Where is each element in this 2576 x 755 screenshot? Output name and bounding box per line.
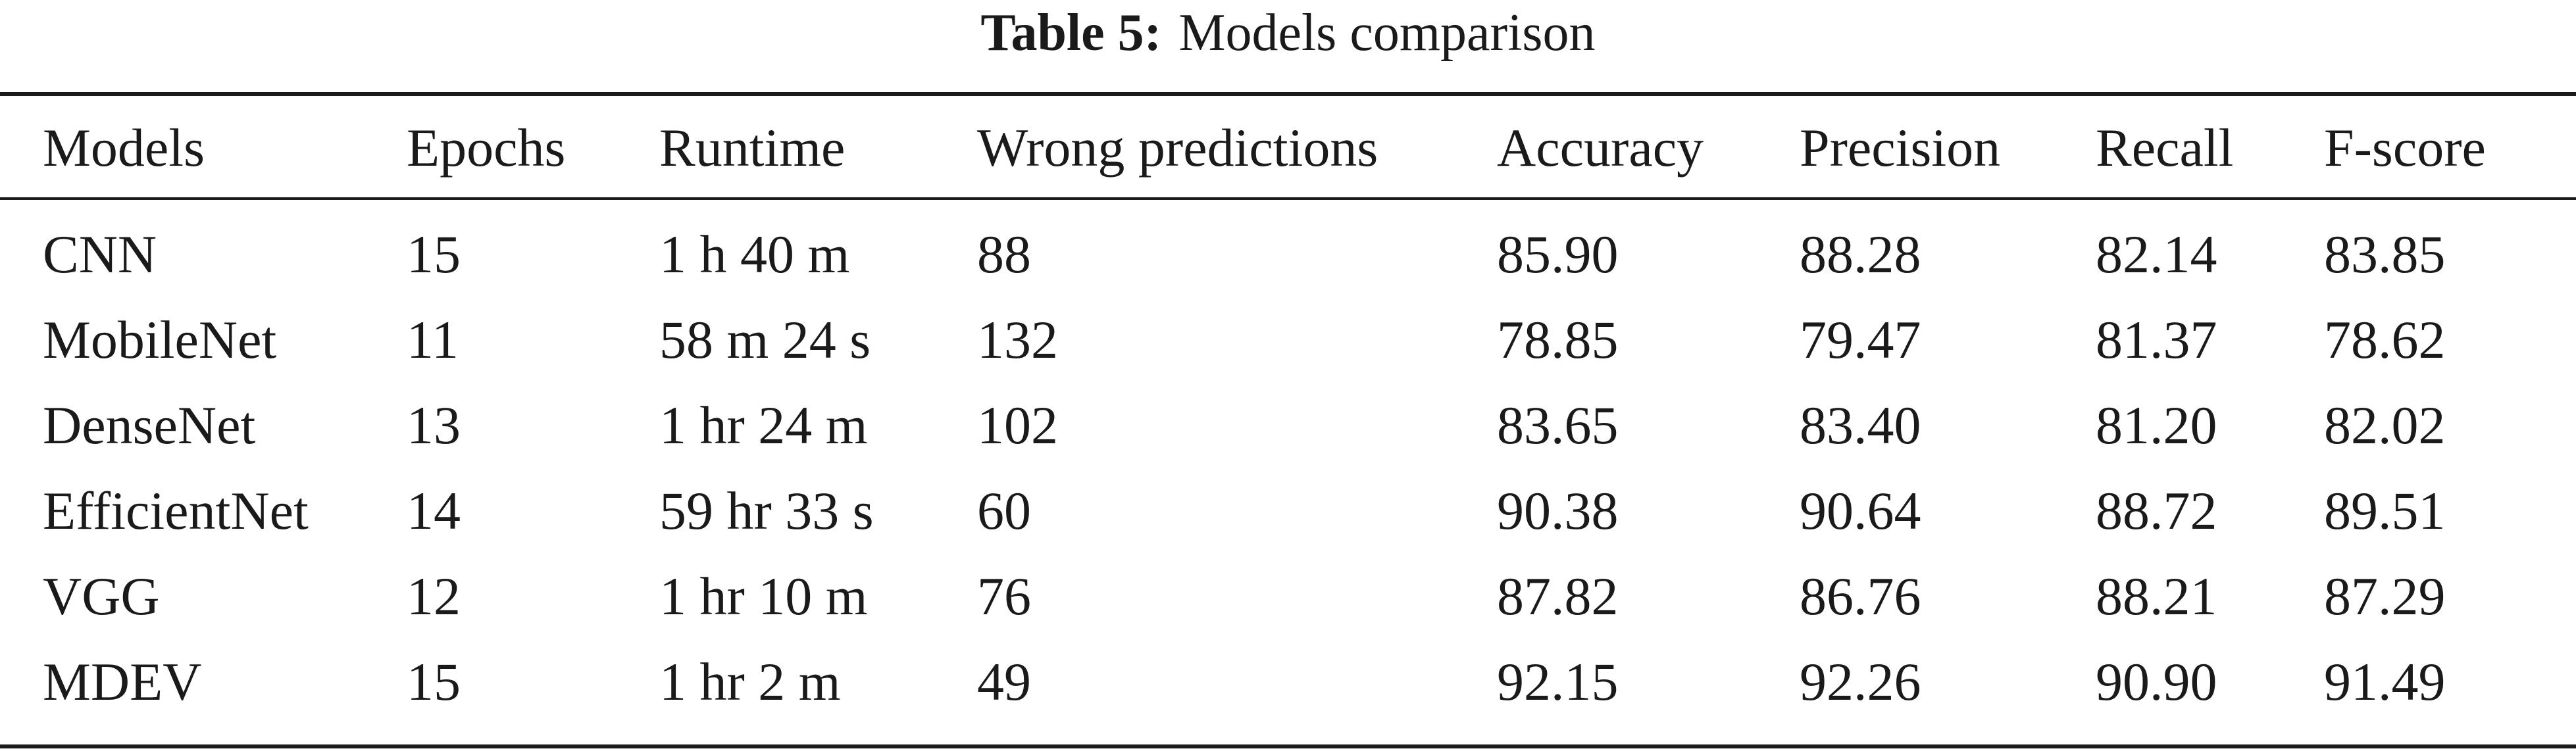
- accuracy-cell: 78.85: [1497, 310, 1619, 370]
- recall-cell: 82.14: [2096, 224, 2217, 284]
- table-header-rule: [0, 197, 2576, 200]
- f-score-cell: 82.02: [2324, 395, 2446, 455]
- table-row: MobileNet 11 58 m 24 s 132 78.85 79.47 8…: [0, 297, 2576, 383]
- model-name-cell: CNN: [43, 224, 157, 284]
- precision-cell: 86.76: [1800, 566, 1921, 626]
- column-header-accuracy: Accuracy: [1497, 118, 1704, 178]
- table-caption-text: Models comparison: [1178, 4, 1596, 62]
- column-header-precision: Precision: [1800, 118, 2001, 178]
- column-header-wrong-predictions: Wrong predictions: [977, 118, 1378, 178]
- f-score-cell: 89.51: [2324, 481, 2446, 541]
- runtime-cell: 1 hr 10 m: [659, 566, 868, 626]
- precision-cell: 79.47: [1800, 310, 1921, 370]
- table-row: CNN 15 1 h 40 m 88 85.90 88.28 82.14 83.…: [0, 212, 2576, 297]
- precision-cell: 92.26: [1800, 652, 1921, 712]
- model-name-cell: EfficientNet: [43, 481, 309, 541]
- table-row: EfficientNet 14 59 hr 33 s 60 90.38 90.6…: [0, 468, 2576, 554]
- precision-cell: 90.64: [1800, 481, 1921, 541]
- precision-cell: 88.28: [1800, 224, 1921, 284]
- accuracy-cell: 87.82: [1497, 566, 1619, 626]
- epochs-cell: 14: [407, 481, 461, 541]
- column-header-epochs: Epochs: [407, 118, 566, 178]
- accuracy-cell: 85.90: [1497, 224, 1619, 284]
- epochs-cell: 11: [407, 310, 459, 370]
- epochs-cell: 15: [407, 224, 461, 284]
- column-header-f-score: F-score: [2324, 118, 2486, 178]
- model-name-cell: MobileNet: [43, 310, 277, 370]
- runtime-cell: 58 m 24 s: [659, 310, 871, 370]
- runtime-cell: 1 hr 24 m: [659, 395, 868, 455]
- model-name-cell: VGG: [43, 566, 160, 626]
- table-row: DenseNet 13 1 hr 24 m 102 83.65 83.40 81…: [0, 383, 2576, 468]
- wrong-predictions-cell: 88: [977, 224, 1031, 284]
- epochs-cell: 12: [407, 566, 461, 626]
- table-caption: Table 5: Models comparison: [0, 0, 2576, 66]
- wrong-predictions-cell: 132: [977, 310, 1058, 370]
- accuracy-cell: 83.65: [1497, 395, 1619, 455]
- table-row: VGG 12 1 hr 10 m 76 87.82 86.76 88.21 87…: [0, 554, 2576, 639]
- wrong-predictions-cell: 60: [977, 481, 1031, 541]
- table-row: MDEV 15 1 hr 2 m 49 92.15 92.26 90.90 91…: [0, 639, 2576, 725]
- runtime-cell: 1 hr 2 m: [659, 652, 841, 712]
- accuracy-cell: 92.15: [1497, 652, 1619, 712]
- epochs-cell: 13: [407, 395, 461, 455]
- recall-cell: 90.90: [2096, 652, 2217, 712]
- table-top-rule: [0, 92, 2576, 96]
- wrong-predictions-cell: 76: [977, 566, 1031, 626]
- recall-cell: 88.21: [2096, 566, 2217, 626]
- f-score-cell: 83.85: [2324, 224, 2446, 284]
- epochs-cell: 15: [407, 652, 461, 712]
- runtime-cell: 1 h 40 m: [659, 224, 850, 284]
- recall-cell: 81.20: [2096, 395, 2217, 455]
- table-bottom-rule: [0, 744, 2576, 748]
- table-caption-label: Table 5:: [980, 4, 1162, 62]
- column-header-runtime: Runtime: [659, 118, 846, 178]
- precision-cell: 83.40: [1800, 395, 1921, 455]
- column-header-recall: Recall: [2096, 118, 2234, 178]
- table-header-row: Models Epochs Runtime Wrong predictions …: [0, 105, 2576, 191]
- column-header-models: Models: [43, 118, 205, 178]
- accuracy-cell: 90.38: [1497, 481, 1619, 541]
- model-name-cell: DenseNet: [43, 395, 256, 455]
- wrong-predictions-cell: 49: [977, 652, 1031, 712]
- recall-cell: 88.72: [2096, 481, 2217, 541]
- recall-cell: 81.37: [2096, 310, 2217, 370]
- f-score-cell: 87.29: [2324, 566, 2446, 626]
- model-name-cell: MDEV: [43, 652, 202, 712]
- runtime-cell: 59 hr 33 s: [659, 481, 874, 541]
- f-score-cell: 78.62: [2324, 310, 2446, 370]
- f-score-cell: 91.49: [2324, 652, 2446, 712]
- wrong-predictions-cell: 102: [977, 395, 1058, 455]
